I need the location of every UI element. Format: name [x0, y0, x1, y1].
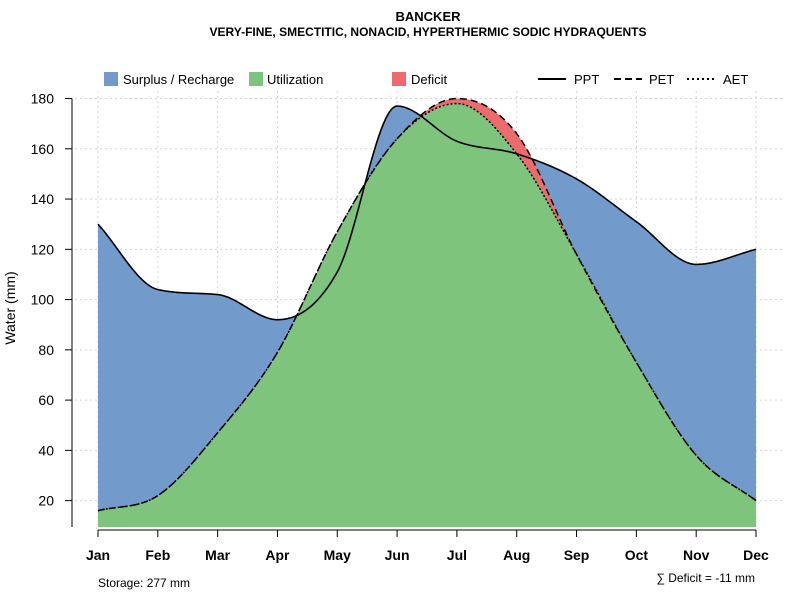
y-tick-label: 80	[38, 342, 54, 358]
x-tick-label: Oct	[625, 547, 649, 563]
x-tick-label: Feb	[145, 547, 170, 563]
legend-label: PET	[649, 72, 674, 87]
y-tick-label: 160	[31, 141, 55, 157]
y-tick-label: 40	[38, 442, 54, 458]
y-axis-label: Water (mm)	[2, 271, 18, 344]
y-tick-label: 60	[38, 392, 54, 408]
deficit-label: ∑ Deficit = -11 mm	[656, 571, 755, 585]
x-tick-label: Aug	[503, 547, 530, 563]
chart-subtitle: VERY-FINE, SMECTITIC, NONACID, HYPERTHER…	[210, 25, 647, 39]
legend-label: Utilization	[267, 72, 323, 87]
legend-swatch-utilization	[249, 72, 263, 86]
utilization-area	[98, 103, 756, 527]
y-tick-label: 100	[31, 292, 55, 308]
x-tick-label: Nov	[683, 547, 710, 563]
y-tick-label: 180	[31, 91, 55, 107]
legend-swatch-deficit	[392, 72, 406, 86]
x-tick-label: Dec	[743, 547, 769, 563]
line-ppt	[97, 105, 757, 321]
chart-title: BANCKER	[396, 9, 462, 24]
legend-swatch-surplus-recharge	[104, 72, 118, 86]
y-tick-label: 120	[31, 241, 55, 257]
line-aet	[97, 102, 757, 512]
x-tick-label: Sep	[564, 547, 590, 563]
legend-label: PPT	[574, 72, 599, 87]
x-tick-label: May	[324, 547, 351, 563]
storage-label: Storage: 277 mm	[98, 576, 190, 590]
legend-label: AET	[723, 72, 748, 87]
x-tick-label: Jun	[385, 547, 410, 563]
series-lines	[97, 97, 757, 512]
areas	[98, 98, 756, 527]
x-tick-label: Mar	[205, 547, 230, 563]
y-tick-label: 140	[31, 191, 55, 207]
x-tick-label: Jul	[447, 547, 467, 563]
x-tick-label: Apr	[265, 547, 290, 563]
legend-label: Deficit	[411, 72, 448, 87]
axes: 20 40 60 80 100 120 140 160 180 Jan Feb Mar Apr May Ju…	[31, 91, 769, 563]
chart-legend: Surplus / Recharge Utilization Deficit PPT P…	[104, 72, 748, 87]
x-tick-label: Jan	[86, 547, 110, 563]
legend-label: Surplus / Recharge	[123, 72, 234, 87]
y-tick-label: 20	[38, 493, 54, 509]
